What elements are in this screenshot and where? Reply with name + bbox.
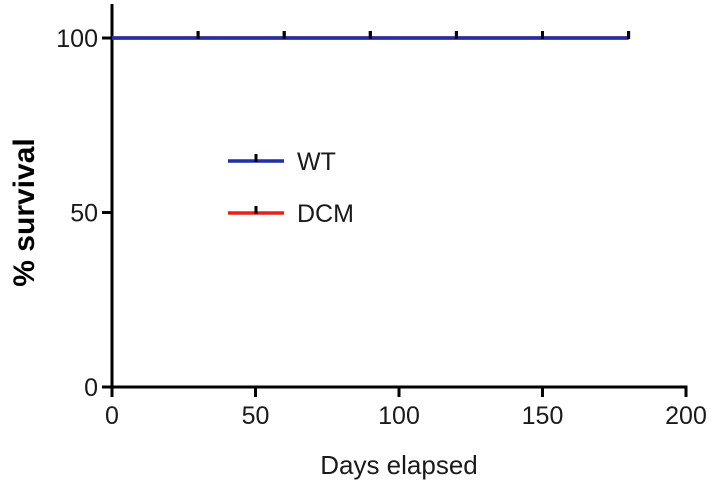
y-tick-label: 0	[84, 374, 98, 402]
y-tick-label: 50	[70, 200, 98, 228]
y-ticks: 0 50 100	[56, 25, 112, 402]
axes	[110, 4, 688, 389]
legend-item-wt: WT	[228, 148, 336, 176]
y-tick-label: 100	[56, 25, 98, 53]
legend-item-dcm: DCM	[228, 200, 354, 228]
x-axis-title: Days elapsed	[320, 450, 478, 480]
legend-label: DCM	[297, 200, 354, 228]
x-ticks: 0 50 100 150 200	[105, 387, 707, 430]
series-layer	[112, 31, 631, 40]
series-wt	[112, 31, 631, 40]
legend-label: WT	[297, 148, 336, 176]
x-tick-label: 0	[105, 402, 119, 430]
x-tick-label: 200	[665, 402, 707, 430]
x-tick-label: 150	[522, 402, 564, 430]
x-tick-label: 100	[378, 402, 420, 430]
y-axis-title: % survival	[8, 138, 41, 286]
legend: WT DCM	[228, 148, 354, 228]
x-tick-label: 50	[242, 402, 270, 430]
